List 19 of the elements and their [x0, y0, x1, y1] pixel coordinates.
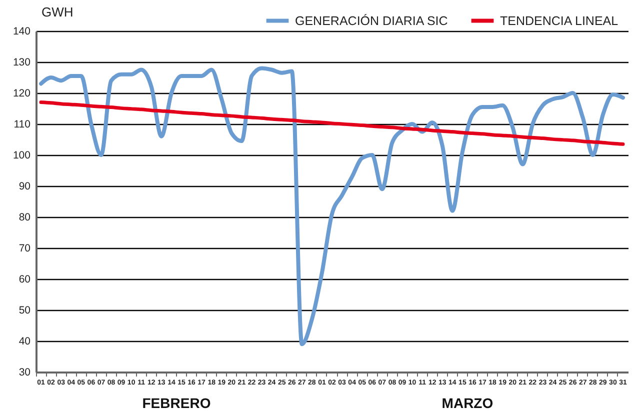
y-tick-label: 40 [18, 336, 31, 348]
y-tick-label: 30 [18, 366, 31, 378]
y-axis-title: GWH [42, 4, 74, 20]
y-tick-label: 120 [12, 88, 31, 100]
y-tick-label: 80 [18, 212, 31, 224]
y-tick-label: 70 [18, 242, 31, 254]
y-tick-label: 140 [12, 26, 31, 38]
legend-label: GENERACIÓN DIARIA SIC [295, 14, 448, 28]
y-tick-label: 50 [18, 304, 31, 316]
text: FEBRERO [142, 395, 211, 411]
line-series [39, 66, 625, 346]
y-tick-label: 90 [18, 180, 31, 192]
y-tick-label: 60 [18, 274, 31, 286]
legend-label: TENDENCIA LINEAL [500, 14, 618, 28]
line-series [39, 100, 625, 146]
y-tick-label: 130 [12, 56, 31, 68]
y-tick-label: 110 [14, 118, 31, 130]
y-tick-label: 100 [12, 150, 31, 162]
text: MARZO [442, 395, 494, 411]
